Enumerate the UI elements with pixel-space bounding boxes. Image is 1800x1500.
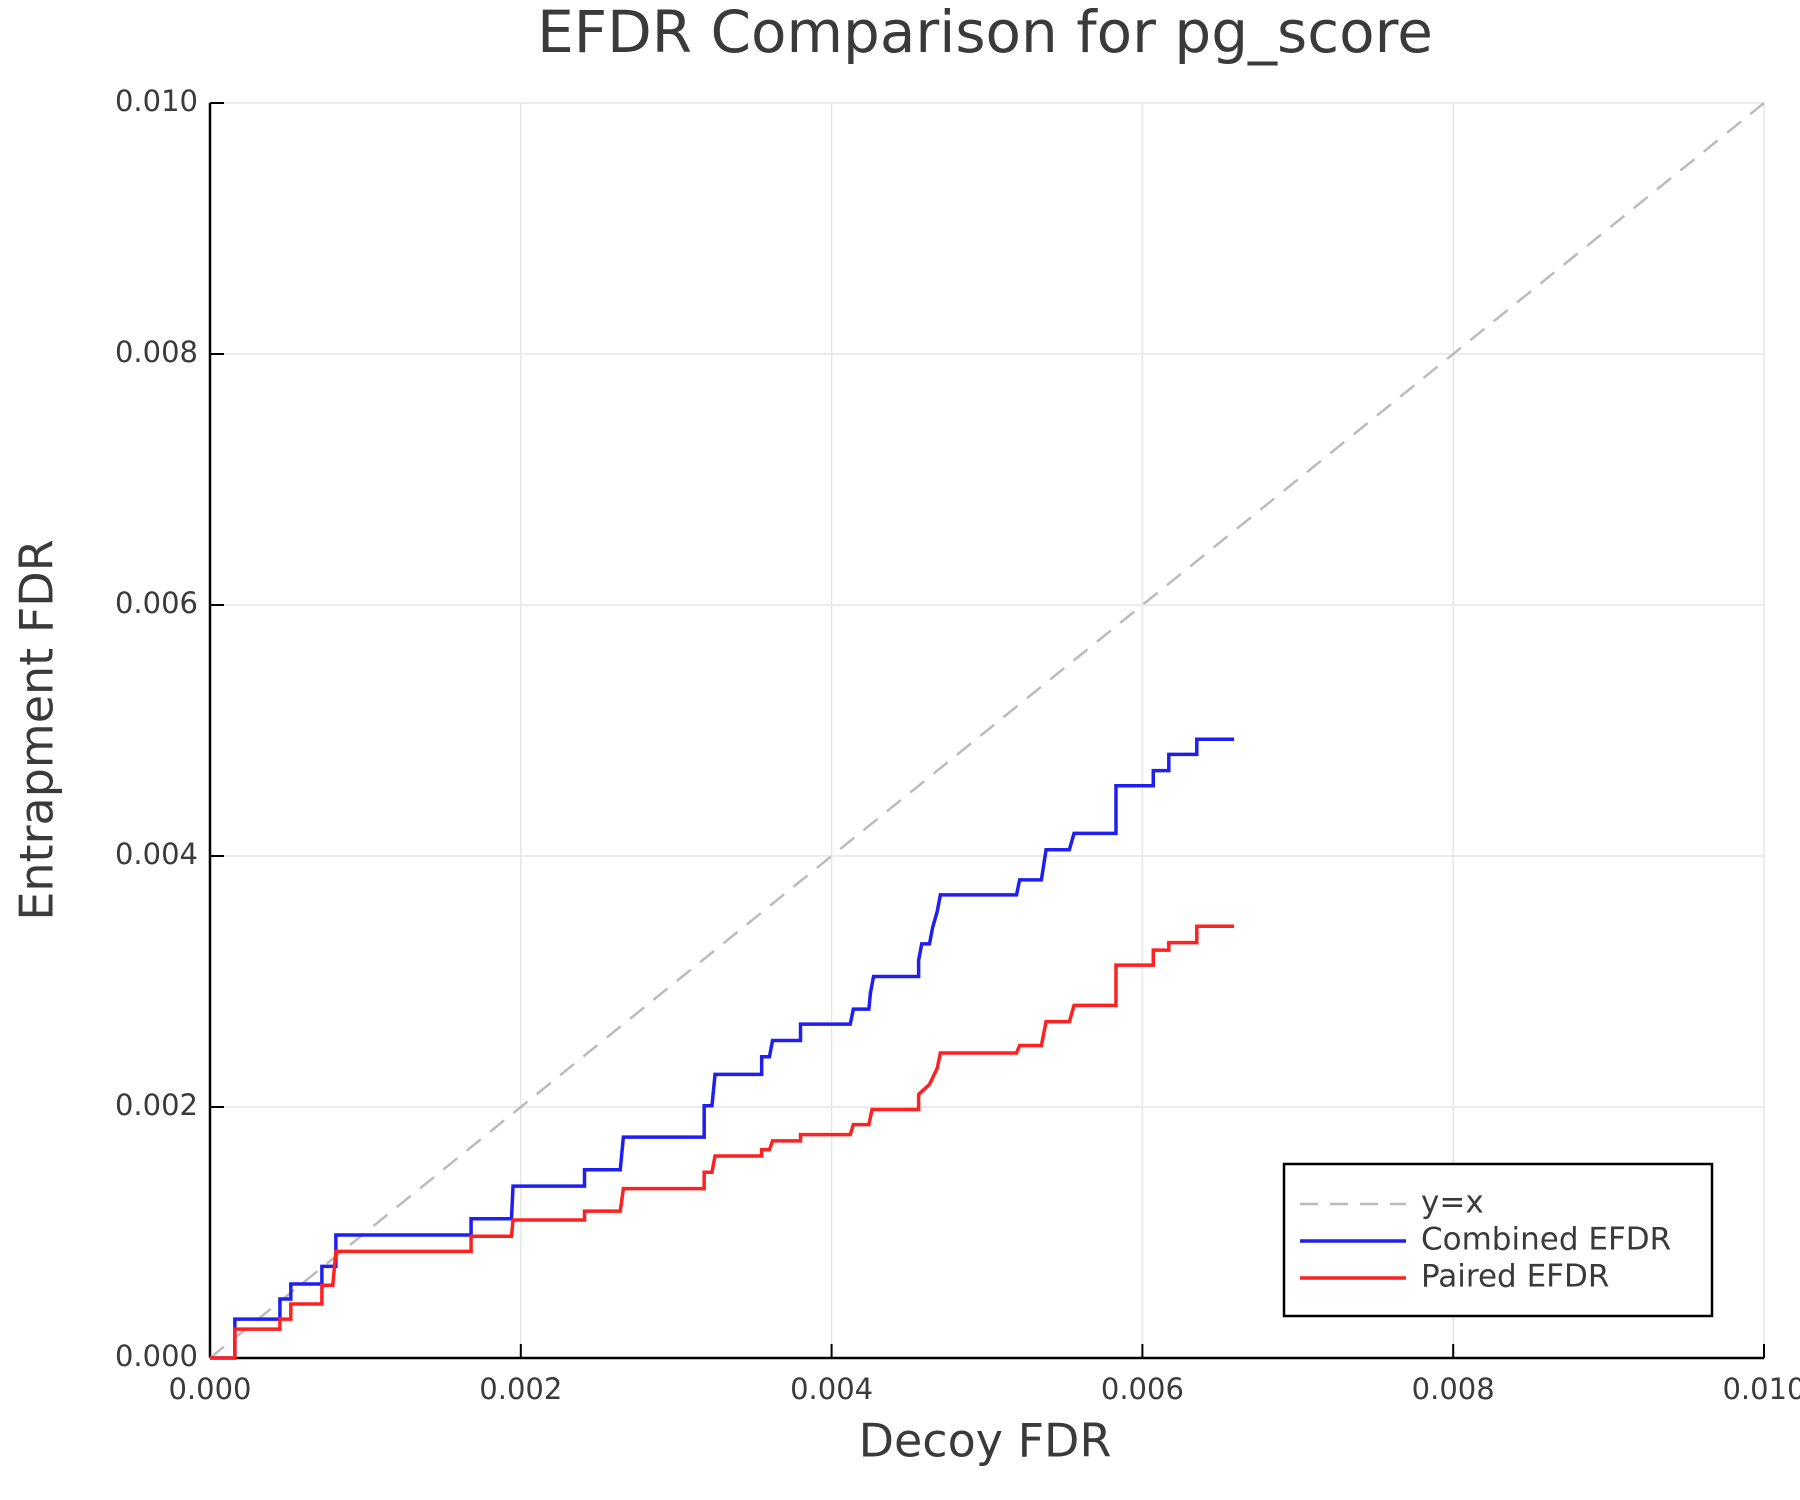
series-line — [210, 924, 1235, 1360]
chart-title: EFDR Comparison for pg_score — [537, 0, 1433, 66]
x-tick-label: 0.006 — [1101, 1372, 1184, 1406]
y-tick-label: 0.002 — [115, 1088, 198, 1122]
y-tick-label: 0.010 — [115, 84, 198, 118]
legend-label: Paired EFDR — [1421, 1259, 1609, 1295]
y-axis-label: Entrapment FDR — [10, 539, 64, 920]
y-tick-label: 0.006 — [115, 586, 198, 620]
series-line — [210, 737, 1235, 1360]
y-tick-label: 0.000 — [115, 1339, 198, 1373]
series-line — [209, 102, 1765, 1359]
x-tick-label: 0.008 — [1412, 1372, 1495, 1406]
x-tick-label: 0.002 — [479, 1372, 562, 1406]
legend-label: y=x — [1421, 1185, 1484, 1221]
legend-label: Combined EFDR — [1421, 1222, 1671, 1258]
y-tick-label: 0.008 — [115, 335, 198, 369]
y-tick-label: 0.004 — [115, 837, 198, 871]
x-axis-label: Decoy FDR — [859, 1414, 1112, 1468]
x-tick-label: 0.010 — [1722, 1372, 1800, 1406]
x-tick-label: 0.004 — [790, 1372, 873, 1406]
x-tick-label: 0.000 — [168, 1372, 251, 1406]
